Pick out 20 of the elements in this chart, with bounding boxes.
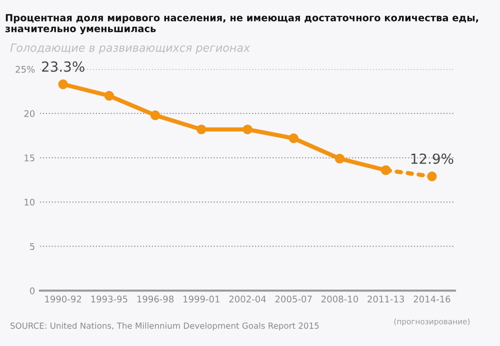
x-tick-label: 2014-16 xyxy=(414,296,450,302)
x-tick-label: 1996-98 xyxy=(137,296,174,302)
x-tick-label: 2005-07 xyxy=(275,296,312,302)
x-tick-label: 1993-95 xyxy=(91,296,128,302)
chart-title: Процентная доля мирового населения, не имеющая достаточного количества еды, значительно уменьшилась xyxy=(5,14,478,34)
data-label: 23.3% xyxy=(42,61,84,72)
chart-subtitle: Голодающие в развивающихся регионах xyxy=(10,44,250,54)
source-note: SOURCE: United Nations, The Millennium Development Goals Report 2015 xyxy=(10,322,319,330)
y-tick-label: 25% xyxy=(16,66,35,73)
x-tick-label: 1999-01 xyxy=(184,296,220,302)
y-tick-label: 5 xyxy=(30,243,34,250)
x-tick-label: 2002-04 xyxy=(229,296,266,302)
y-tick-label: 15 xyxy=(24,154,34,162)
x-tick-label: 2008-10 xyxy=(322,296,358,302)
data-label: 12.9% xyxy=(411,153,454,164)
x-tick-label: 2011-13 xyxy=(368,296,404,302)
y-tick-label: 10 xyxy=(24,198,35,206)
y-tick-label: 20 xyxy=(24,110,35,118)
x-tick-label: 1990-92 xyxy=(45,296,82,302)
y-tick-label: 0 xyxy=(30,287,35,294)
